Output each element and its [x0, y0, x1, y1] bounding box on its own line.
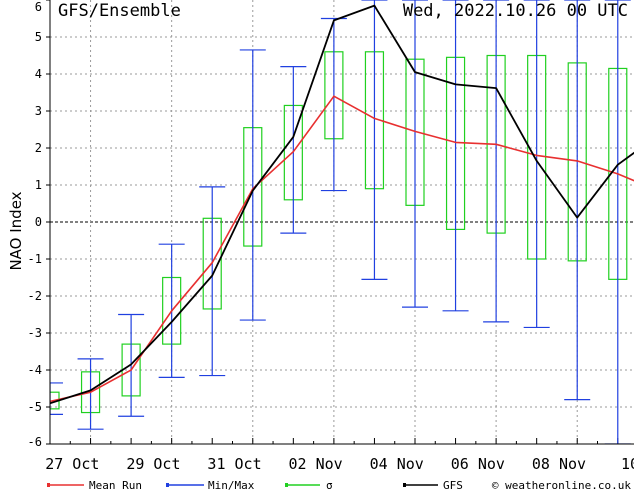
minmax-bar [280, 65, 307, 234]
legend-item-mean-run: Mean Run [47, 479, 142, 490]
minmax-bar [50, 382, 63, 415]
x-tick-label: 04 Nov [370, 455, 424, 473]
y-tick-label: 3 [35, 104, 42, 118]
minmax-bar [564, 0, 591, 401]
y-tick-label: -3 [28, 326, 42, 340]
plot-area [50, 0, 634, 444]
sigma-boxes [50, 51, 628, 414]
legend-item-minmax: Min/Max [166, 479, 255, 490]
series-lines [50, 4, 634, 405]
y-tick-label: -6 [28, 435, 42, 449]
legend-marker-gfs [403, 483, 406, 487]
y-tick-label: -2 [28, 289, 42, 303]
legend: Mean Run Min/Max σ GFS © weatheronline.c… [47, 479, 631, 490]
minmax-bar [77, 358, 104, 430]
minmax-bar [239, 49, 266, 321]
x-tick-label: 06 Nov [451, 455, 505, 473]
y-tick-label: 0 [35, 215, 42, 229]
minmax-bars [50, 0, 631, 444]
x-tick-label: 31 Oct [207, 455, 261, 473]
axes [49, 0, 634, 445]
legend-item-sigma: σ [285, 479, 333, 490]
y-tick-label: 6 [35, 0, 42, 14]
legend-label-sigma: σ [326, 479, 333, 490]
minmax-bar [523, 0, 550, 329]
minmax-bar [442, 0, 469, 312]
x-tick-label: 27 Oct [45, 455, 99, 473]
y-tick-label: 2 [35, 141, 42, 155]
minmax-bar [483, 0, 510, 323]
y-tick-label: -1 [28, 252, 42, 266]
minmax-bar [361, 0, 388, 280]
minmax-bar [320, 17, 347, 192]
mean-run-line [50, 95, 634, 403]
y-tick-label: -4 [28, 363, 42, 377]
minmax-bar [402, 0, 428, 308]
minmax-bar [199, 186, 226, 377]
minmax-bar [604, 0, 631, 444]
legend-label-gfs: GFS [443, 479, 463, 490]
y-tick-label: -5 [28, 400, 42, 414]
axis-ticks: -6 -5 -4 -3 -2 -1 0 1 2 3 4 5 6 27 Oct 29 Oct 31 Oct 02 … [28, 0, 634, 473]
chart-title: GFS/Ensemble [58, 1, 181, 21]
x-tick-label: 02 Nov [289, 455, 343, 473]
gfs-line [50, 4, 634, 405]
y-tick-label: 1 [35, 178, 42, 192]
x-tick-label: 08 Nov [532, 455, 586, 473]
y-tick-label: 5 [35, 30, 42, 44]
x-tick-label: 10 [621, 455, 634, 473]
grid [50, 0, 634, 444]
credit-text: © weatheronline.co.uk [492, 479, 631, 490]
legend-label-minmax: Min/Max [208, 479, 255, 490]
legend-marker-mean-run [47, 483, 50, 487]
legend-marker-minmax [166, 483, 169, 487]
legend-item-gfs: GFS [403, 479, 463, 490]
x-tick-label: 29 Oct [126, 455, 180, 473]
y-axis-label: NAO Index [7, 191, 25, 270]
y-tick-label: 4 [35, 67, 42, 81]
legend-marker-sigma [285, 483, 288, 487]
run-date: Wed, 2022.10.26 00 UTC [403, 1, 628, 21]
legend-label-mean-run: Mean Run [89, 479, 142, 490]
